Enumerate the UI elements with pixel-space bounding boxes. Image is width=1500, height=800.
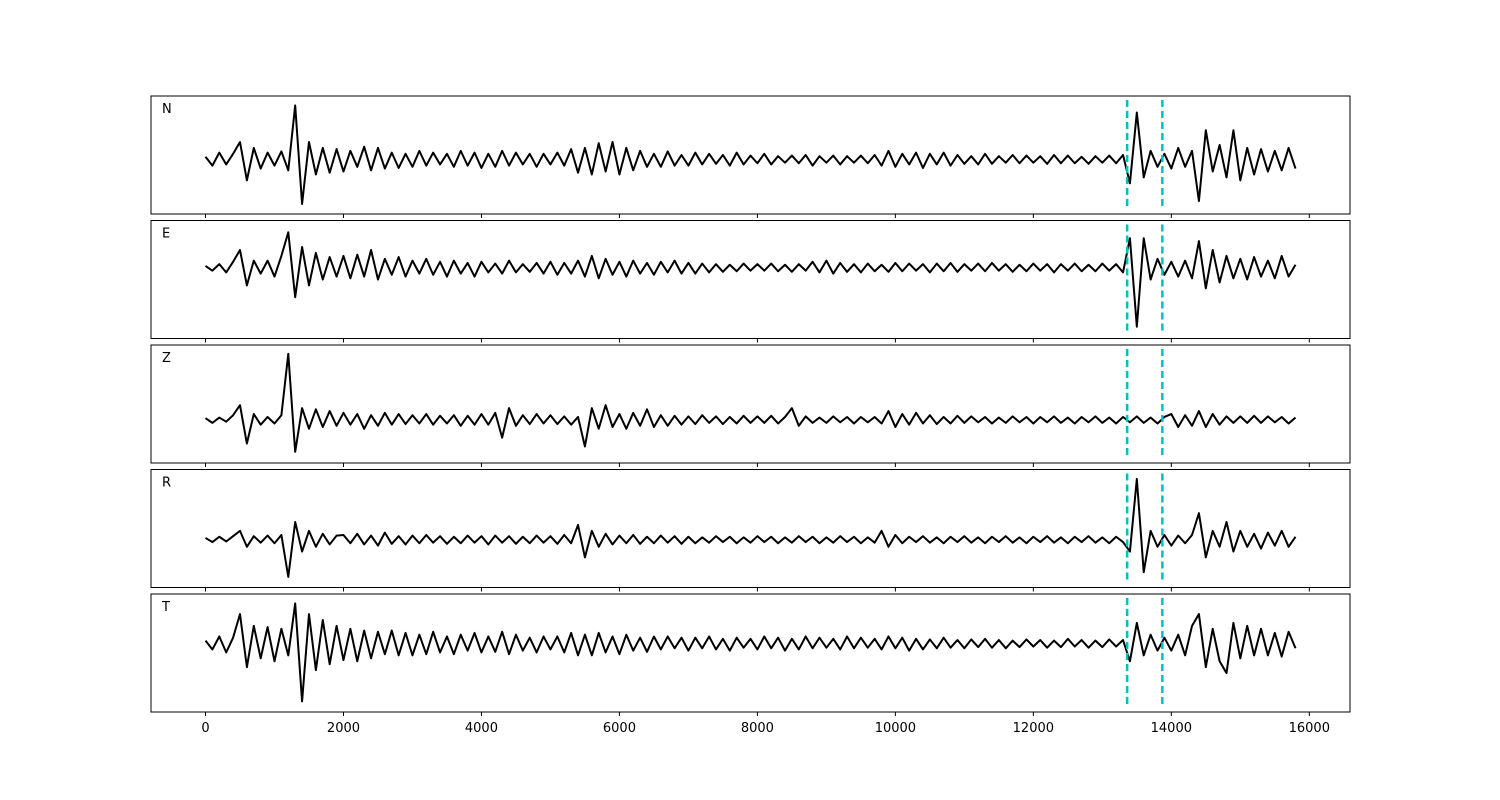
panel-label: T xyxy=(161,600,170,615)
panel-frame xyxy=(150,469,1351,588)
trace xyxy=(204,231,1297,328)
x-tick-label: 8000 xyxy=(741,721,774,736)
panel-frame xyxy=(150,344,1351,464)
trace xyxy=(204,104,1297,205)
panel-frame xyxy=(150,220,1351,339)
panel-label: R xyxy=(162,476,171,491)
trace xyxy=(204,352,1297,453)
x-tick-label: 6000 xyxy=(603,721,636,736)
panel-frame xyxy=(150,593,1351,713)
x-tick-label: 10000 xyxy=(875,721,916,736)
trace xyxy=(204,602,1297,703)
x-tick-label: 4000 xyxy=(465,721,498,736)
x-tick-label: 0 xyxy=(201,721,209,736)
x-tick-label: 16000 xyxy=(1289,721,1330,736)
x-tick-label: 12000 xyxy=(1013,721,1054,736)
x-tick-label: 14000 xyxy=(1151,721,1192,736)
panel-label: N xyxy=(162,102,172,117)
panel-frame xyxy=(150,95,1351,215)
trace xyxy=(204,477,1297,578)
panel-label: Z xyxy=(162,351,171,366)
x-tick-label: 2000 xyxy=(327,721,360,736)
panel-label: E xyxy=(162,227,170,242)
